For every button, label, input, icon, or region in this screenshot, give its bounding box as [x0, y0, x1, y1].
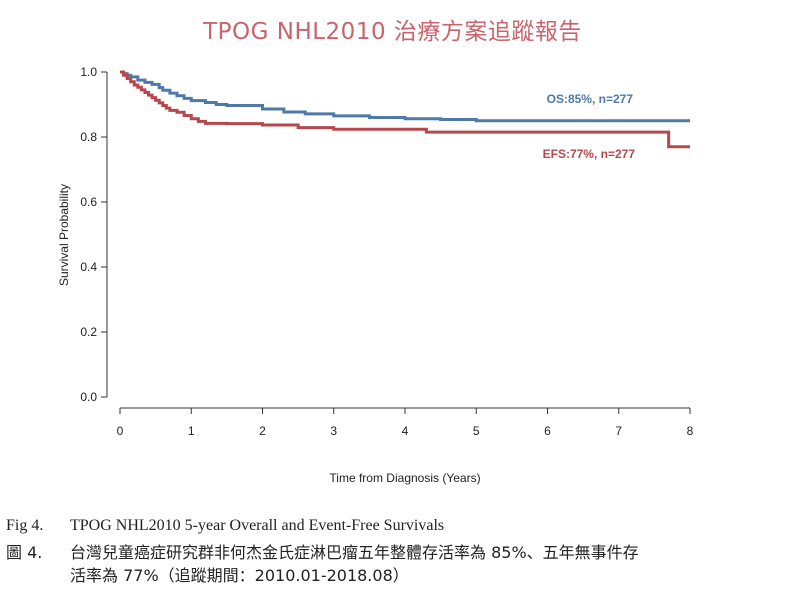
chart-title: TPOG NHL2010 治療方案追蹤報告 [203, 19, 582, 45]
series-line-os [120, 70, 690, 123]
x-tick-label-6: 6 [544, 424, 551, 438]
figure-number-chinese: 圖 4. [6, 543, 43, 562]
y-tick-label-5: 1.0 [80, 65, 97, 79]
series-line-efs [120, 70, 690, 149]
figure-caption-english: Fig 4. TPOG NHL2010 5-year Overall and Ev… [6, 515, 781, 536]
x-tick-label-0: 0 [117, 424, 124, 438]
caption-text-english: TPOG NHL2010 5-year Overall and Event-Fr… [70, 517, 445, 534]
series-label-efs: EFS:77%, n=277 [543, 147, 636, 161]
x-tick-label-1: 1 [188, 424, 195, 438]
y-tick-label-1: 0.2 [80, 325, 97, 339]
x-tick-label-5: 5 [473, 424, 480, 438]
y-tick-label-3: 0.6 [80, 195, 97, 209]
caption-text-chinese-line2: 活率為 77%（追蹤期間：2010.01-2018.08） [70, 566, 409, 585]
x-tick-label-2: 2 [259, 424, 266, 438]
series-labels: OS:85%, n=277 EFS:77%, n=277 [543, 92, 636, 161]
caption-text-chinese-line1: 台灣兒童癌症研究群非何杰金氏症淋巴瘤五年整體存活率為 85%、五年無事件存 [70, 543, 639, 562]
y-tick-label-0: 0.0 [80, 390, 97, 404]
y-axis-label: Survival Probability [57, 184, 71, 286]
km-survival-chart: 0 1 2 3 4 5 6 7 8 0.0 0.2 0.4 0.6 0.8 1.0 OS:85%, n=27… [57, 65, 694, 485]
x-tick-label-3: 3 [330, 424, 337, 438]
y-tick-label-4: 0.8 [80, 130, 97, 144]
series-label-os: OS:85%, n=277 [547, 92, 634, 106]
x-axis-label: Time from Diagnosis (Years) [329, 471, 480, 485]
x-tick-label-8: 8 [687, 424, 694, 438]
axes: 0 1 2 3 4 5 6 7 8 0.0 0.2 0.4 0.6 0.8 1.0 [80, 65, 693, 438]
figure-caption-chinese: 圖 4. 台灣兒童癌症研究群非何杰金氏症淋巴瘤五年整體存活率為 85%、五年無事件… [6, 541, 781, 587]
x-tick-label-4: 4 [402, 424, 409, 438]
y-tick-label-2: 0.4 [80, 260, 97, 274]
figure-number-english: Fig 4. [6, 517, 44, 534]
x-tick-label-7: 7 [615, 424, 622, 438]
survival-curves [120, 70, 690, 149]
